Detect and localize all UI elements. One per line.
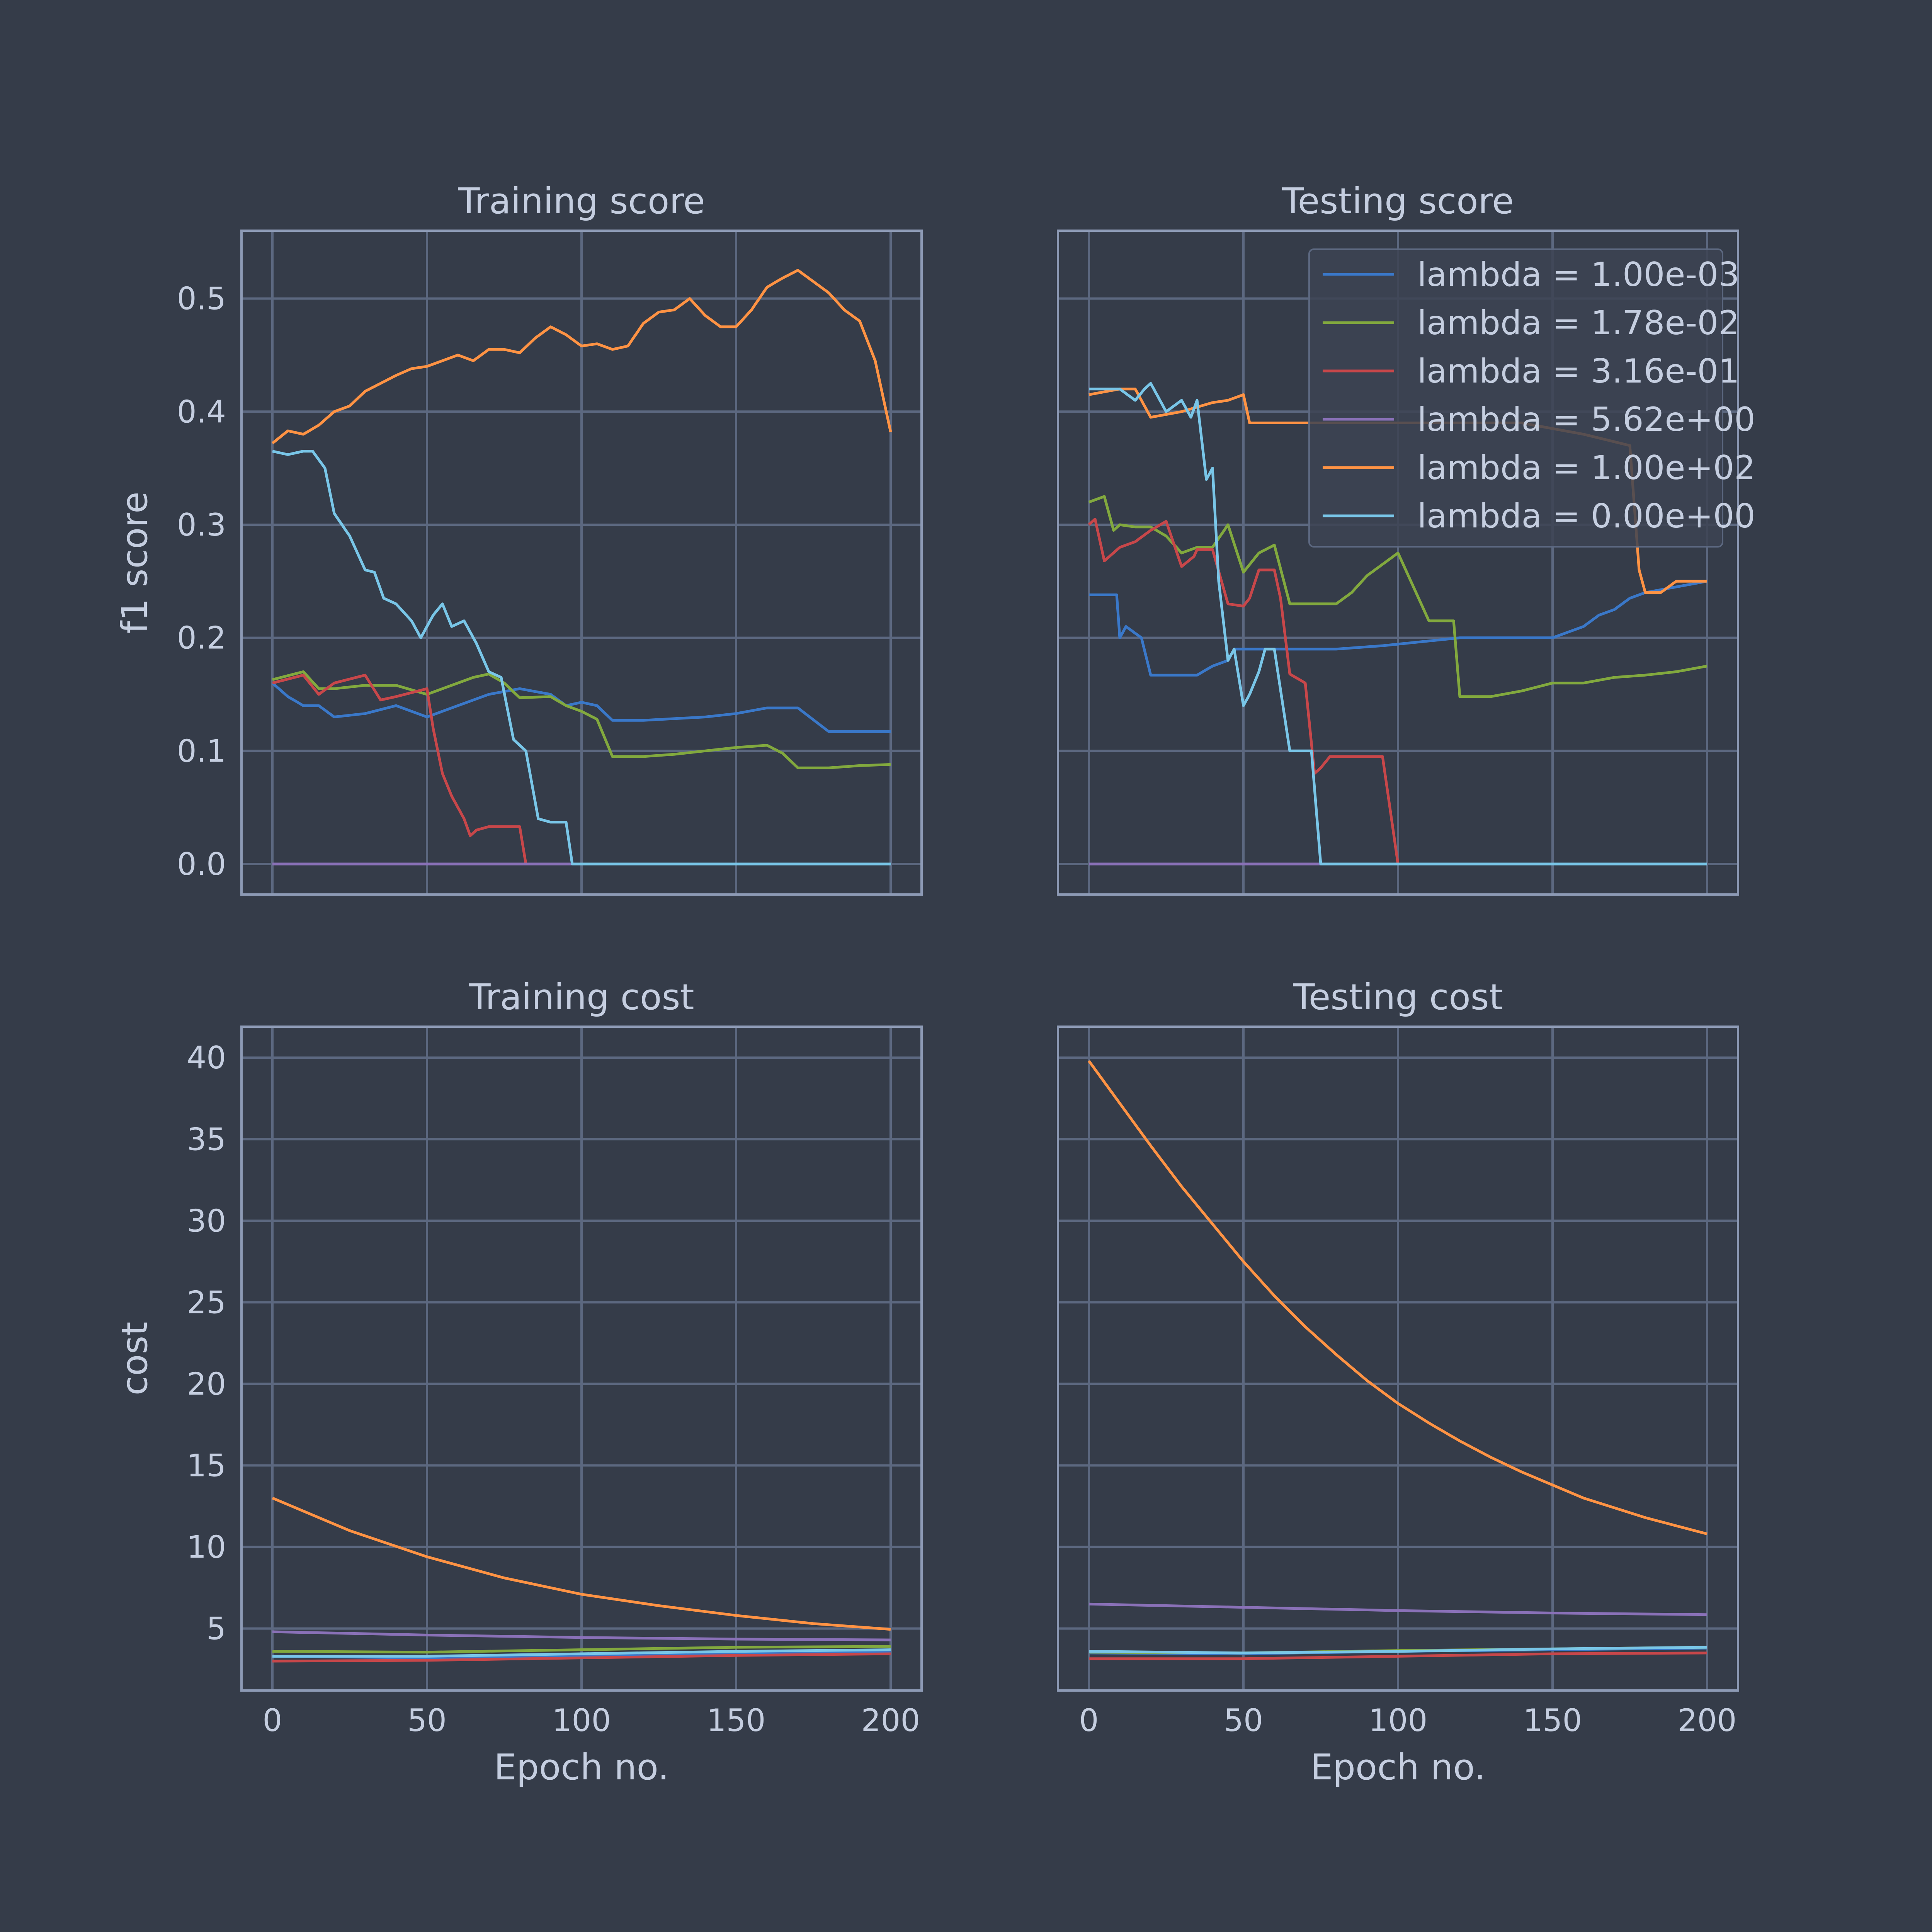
y-axis-label: cost xyxy=(114,1322,155,1396)
series-line-5 xyxy=(1088,1060,1708,1536)
x-tick-label: 100 xyxy=(552,1702,611,1738)
subplot-title: Training score xyxy=(457,180,705,222)
legend-label-4: lambda = 5.62e+00 xyxy=(1417,400,1755,439)
subplot-3: 0 50 100 150 200 5 10 15 20 25 30 35 40 Training cost… xyxy=(114,976,923,1788)
y-tick-label: 15 xyxy=(187,1447,226,1483)
legend-label-6: lambda = 0.00e+00 xyxy=(1417,497,1755,536)
subplot-title: Training cost xyxy=(468,976,694,1018)
x-axis-label: Epoch no. xyxy=(1310,1747,1485,1788)
subplot-title: Testing score xyxy=(1282,180,1514,222)
x-tick-label: 150 xyxy=(707,1702,766,1738)
x-tick-label: 100 xyxy=(1369,1702,1428,1738)
series-line-6 xyxy=(272,1648,891,1658)
series-line-6 xyxy=(1088,1646,1708,1655)
legend-label-5: lambda = 1.00e+02 xyxy=(1417,449,1755,487)
series-line-4 xyxy=(272,1630,891,1641)
series-line-2 xyxy=(272,670,891,769)
x-tick-label: 200 xyxy=(861,1702,920,1738)
axes-frame xyxy=(1057,230,1739,896)
y-tick-label: 20 xyxy=(187,1366,226,1402)
y-axis-label: f1 score xyxy=(114,492,155,633)
x-tick-label: 0 xyxy=(1079,1702,1099,1738)
y-tick-label: 0.3 xyxy=(177,507,226,543)
subplot-title: Testing cost xyxy=(1293,976,1503,1018)
x-tick-label: 50 xyxy=(407,1702,447,1738)
series-line-2 xyxy=(272,1645,891,1654)
series-line-5 xyxy=(272,1497,891,1631)
legend-label-2: lambda = 1.78e-02 xyxy=(1417,304,1740,342)
series-line-6 xyxy=(1089,382,1707,866)
y-tick-label: 0.4 xyxy=(177,394,226,430)
x-tick-label: 0 xyxy=(263,1702,282,1738)
axes-frame xyxy=(240,1026,923,1692)
legend-label-1: lambda = 1.00e-03 xyxy=(1417,255,1740,294)
axes-frame xyxy=(240,230,923,896)
series-line-3 xyxy=(272,1652,891,1663)
y-tick-label: 0.1 xyxy=(177,733,226,769)
y-tick-label: 40 xyxy=(187,1040,226,1076)
y-tick-label: 25 xyxy=(187,1284,226,1320)
legend-label-3: lambda = 3.16e-01 xyxy=(1417,352,1740,391)
series-line-3 xyxy=(1088,517,1707,866)
x-axis-label: Epoch no. xyxy=(494,1747,669,1788)
series-line-4 xyxy=(1088,1602,1708,1616)
legend-box xyxy=(1308,248,1723,548)
y-tick-label: 0.5 xyxy=(177,281,226,317)
axes-frame xyxy=(1057,1026,1739,1692)
subplot-grid: 0.0 0.1 0.2 0.3 0.4 0.5 Training score f1 score… xyxy=(114,180,1755,1788)
y-tick-label: 0.2 xyxy=(177,620,226,656)
x-tick-label: 50 xyxy=(1224,1702,1263,1738)
series-line-6 xyxy=(272,450,891,866)
subplot-1: 0.0 0.1 0.2 0.3 0.4 0.5 Training score f1 score xyxy=(114,180,923,896)
subplot-4: 0 50 100 150 200 Testing cost Epoch no. xyxy=(1057,976,1739,1788)
legend: lambda = 1.00e-03 lambda = 1.78e-02 lambda… xyxy=(1308,248,1755,548)
y-tick-label: 0.0 xyxy=(177,846,226,882)
series-line-5 xyxy=(271,269,892,444)
x-tick-label: 200 xyxy=(1678,1702,1737,1738)
series-line-3 xyxy=(272,673,527,864)
y-tick-label: 10 xyxy=(187,1529,226,1565)
x-tick-label: 150 xyxy=(1523,1702,1582,1738)
y-tick-label: 5 xyxy=(206,1611,226,1647)
series-line-3 xyxy=(1089,1651,1708,1660)
y-tick-label: 35 xyxy=(187,1121,226,1157)
y-tick-label: 30 xyxy=(187,1203,226,1239)
